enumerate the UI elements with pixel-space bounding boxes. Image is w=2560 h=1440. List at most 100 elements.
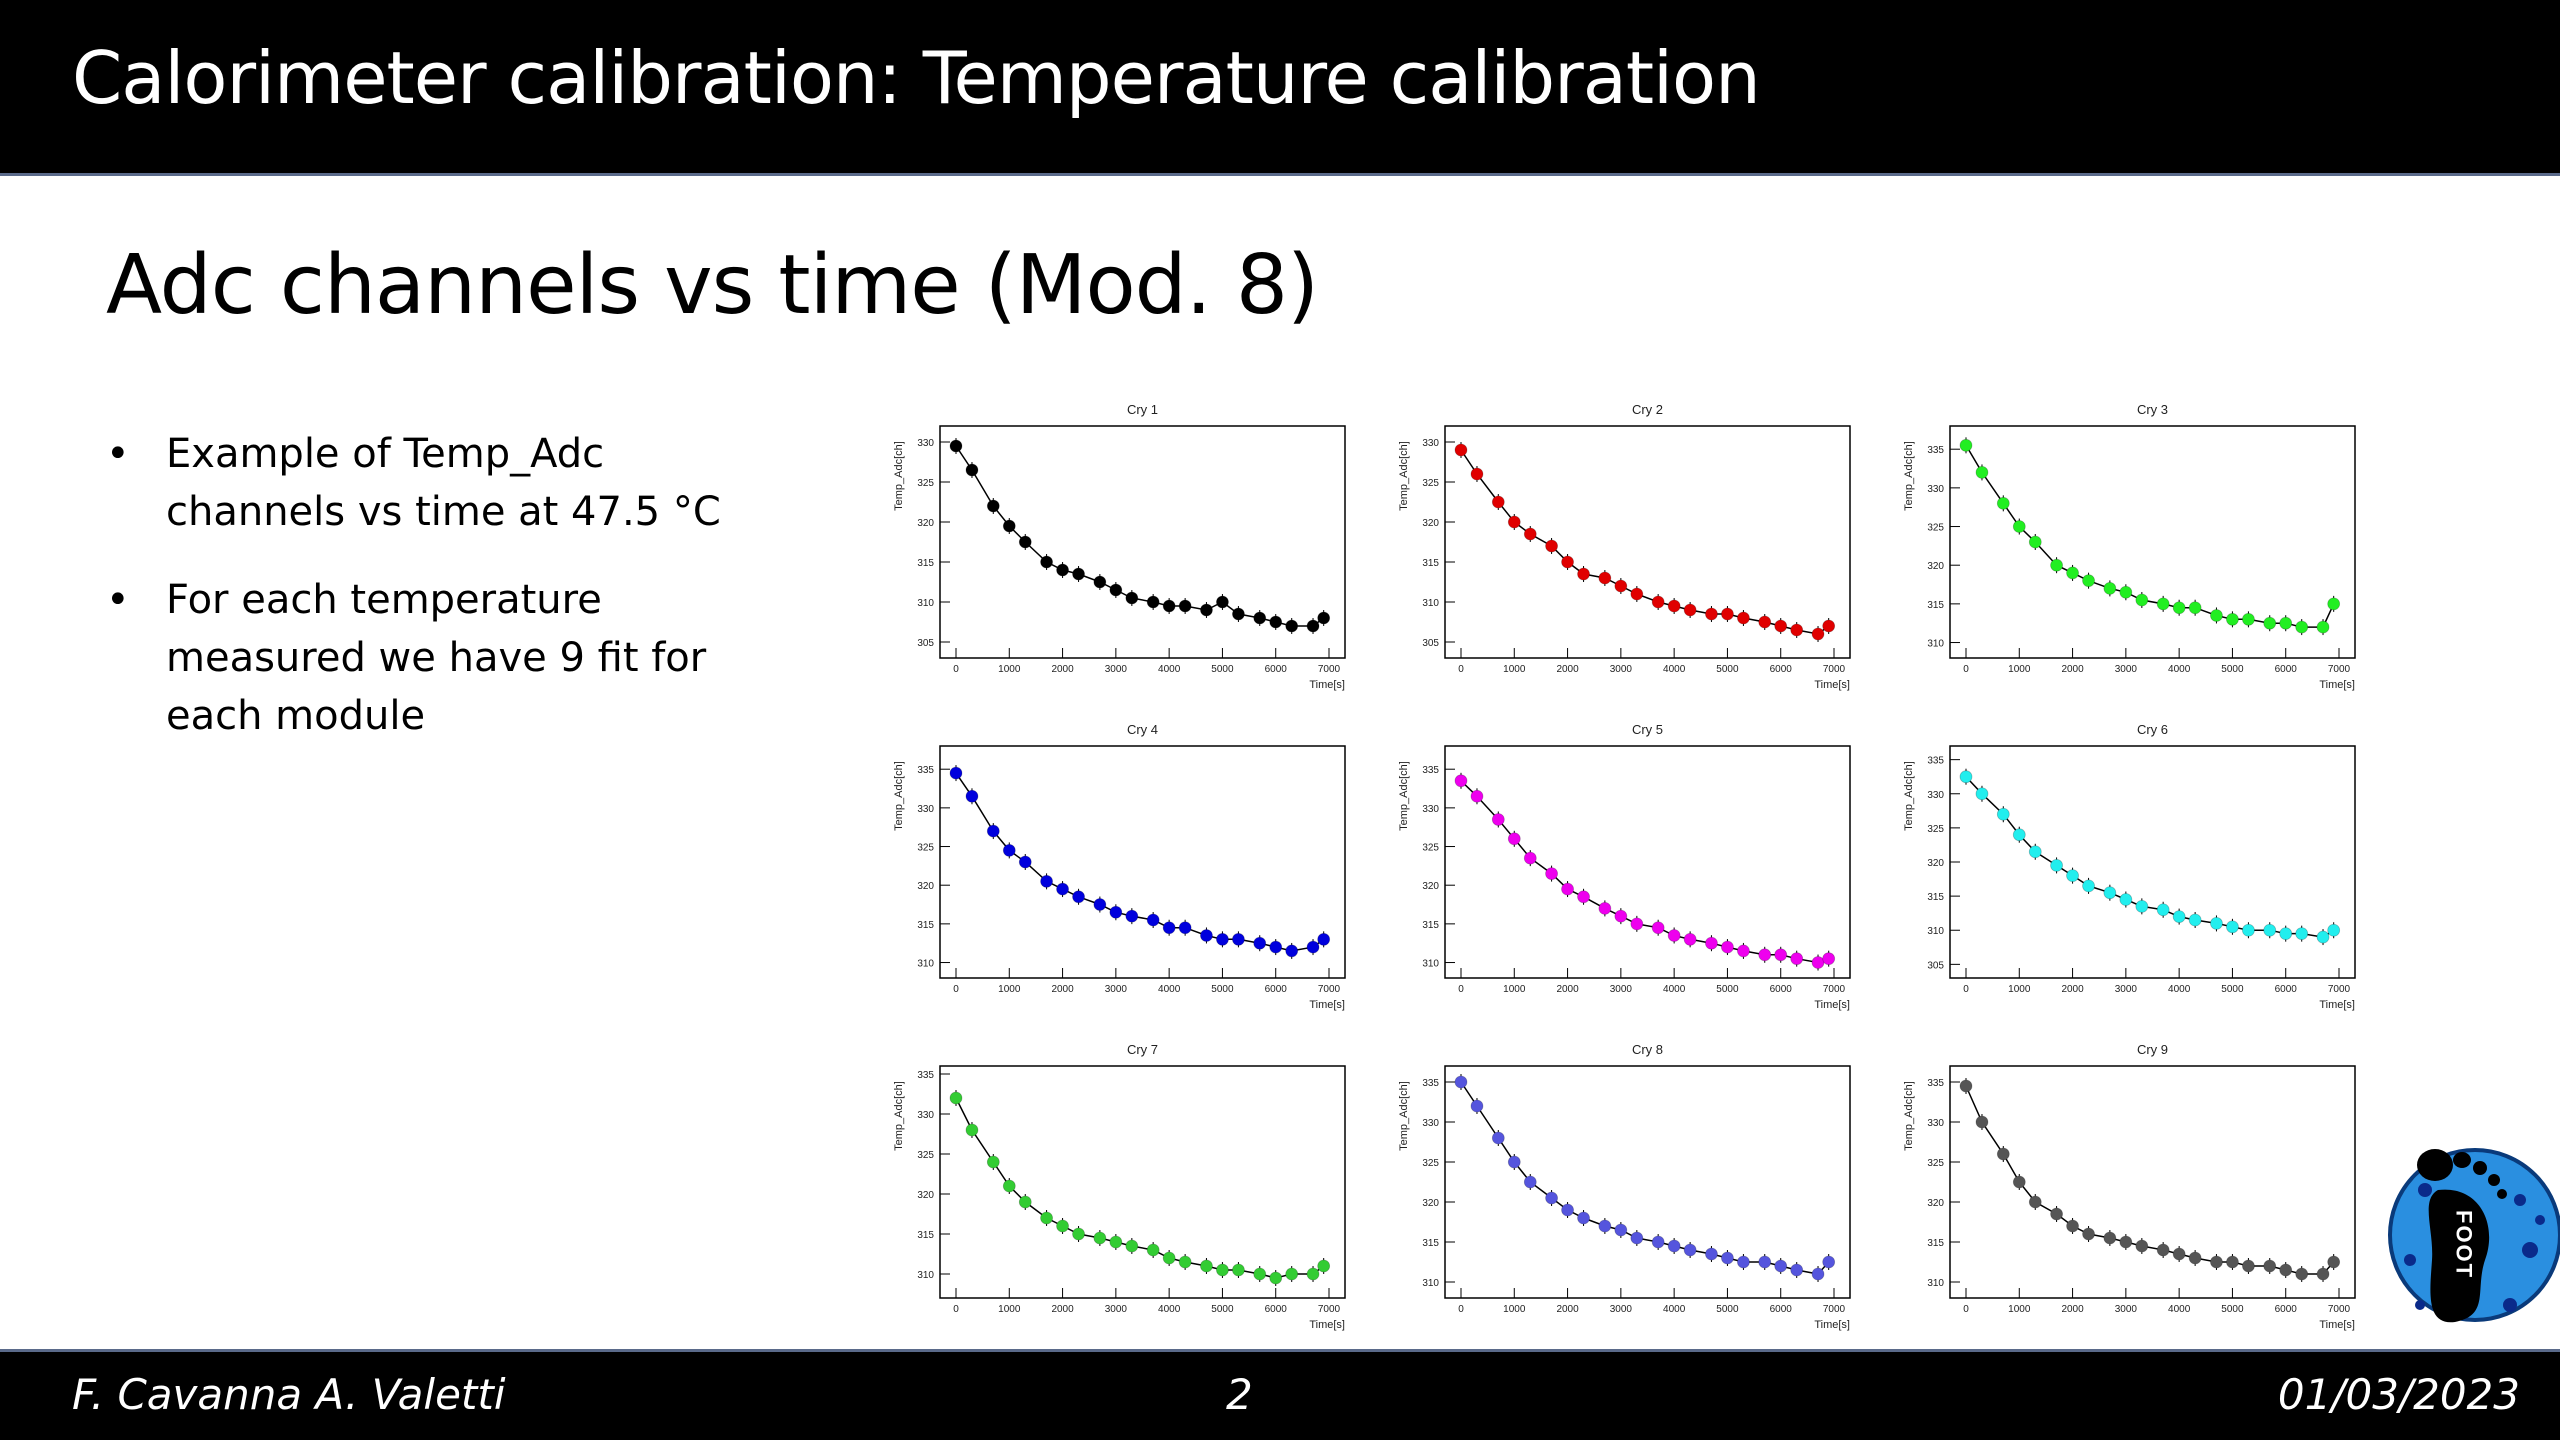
y-tick-label: 310 [1422,959,1439,970]
data-point [1454,774,1468,788]
plot-frame [1444,425,1851,659]
data-point [1561,882,1574,896]
data-point [1758,948,1772,962]
y-tick-label: 320 [917,518,934,529]
data-point [2295,620,2309,634]
data-point [949,766,963,780]
plot-frame [939,425,1346,659]
data-point [2316,620,2330,634]
data-point [2012,520,2026,533]
x-tick-label: 2000 [1556,984,1579,995]
data-point [2103,1231,2117,1245]
data-point [1577,567,1590,581]
y-tick-label: 325 [1927,824,1944,835]
data-point [1721,607,1734,621]
plot-frame [939,745,1346,979]
y-tick-label: 325 [1422,478,1439,489]
x-tick-label: 7000 [1823,984,1846,995]
y-tick-label: 315 [917,1230,934,1241]
data-point [2188,1251,2202,1265]
x-axis-label: Time[s] [2319,679,2355,691]
x-tick-label: 7000 [1823,1304,1846,1315]
data-point [1959,770,1973,784]
chart-title: Cry 5 [1632,722,1663,737]
data-point [2082,879,2095,893]
y-tick-label: 330 [1422,804,1439,815]
y-tick-label: 325 [917,1150,934,1161]
x-axis-label: Time[s] [1814,679,1850,691]
data-point [1072,1227,1085,1241]
data-point [1774,1259,1788,1273]
data-point [2263,1259,2277,1273]
data-point [1072,567,1085,581]
data-point [1598,901,1612,915]
data-point [1040,874,1053,888]
data-point [1178,1255,1192,1269]
data-point [965,789,979,803]
x-tick-label: 2000 [1051,664,1074,675]
data-point [1269,1271,1283,1285]
chart-title: Cry 9 [2137,1042,2168,1057]
chart-panel-5: Cry 5 310 315 320 325 330 335 0 1000 2000 3000 4000… [1398,722,1851,1011]
y-tick-label: 310 [1927,1278,1944,1289]
data-point [2050,558,2063,572]
data-point [1630,917,1644,931]
data-point [1614,909,1628,923]
data-point [1306,619,1320,633]
data-point [1790,623,1804,637]
data-point [1178,921,1192,935]
data-point [2327,923,2341,937]
data-point [1109,583,1123,597]
y-tick-label: 325 [917,478,934,489]
fit-curve [955,1097,1325,1279]
fit-curve [955,772,1325,952]
data-point [1491,495,1505,509]
data-point [1162,921,1176,935]
data-point [1577,890,1590,904]
y-tick-label: 330 [1422,438,1439,449]
y-axis-label: Temp_Adc[ch] [1398,441,1410,511]
x-tick-label: 1000 [1503,984,1526,995]
y-tick-label: 330 [917,1110,934,1121]
data-point [1491,1131,1505,1145]
x-tick-label: 5000 [1211,1304,1234,1315]
data-point [2279,1263,2293,1277]
x-tick-label: 0 [1458,664,1464,675]
x-tick-label: 1000 [998,1304,1021,1315]
x-tick-label: 7000 [1318,664,1341,675]
slide-title: Calorimeter calibration: Temperature cal… [72,36,1761,120]
x-tick-label: 5000 [1211,664,1234,675]
y-tick-label: 310 [1422,1278,1439,1289]
data-point [1056,563,1069,577]
x-tick-label: 3000 [1610,1304,1633,1315]
x-tick-label: 2000 [1556,1304,1579,1315]
y-tick-label: 320 [1422,518,1439,529]
data-point [1614,1223,1628,1237]
data-point [1002,843,1016,857]
y-tick-label: 315 [1422,558,1439,569]
y-tick-label: 325 [1927,523,1944,534]
x-tick-label: 0 [953,664,959,675]
y-tick-label: 335 [1422,765,1439,776]
y-tick-label: 310 [1422,598,1439,609]
data-point [1317,611,1331,625]
data-point [1470,1099,1484,1113]
data-point [1523,851,1537,865]
data-point [1630,587,1644,601]
x-tick-label: 7000 [1318,984,1341,995]
x-tick-label: 0 [1458,984,1464,995]
data-point [1507,1155,1521,1169]
data-point [1683,603,1697,617]
data-point [1523,1175,1537,1189]
y-tick-label: 315 [917,920,934,931]
data-point [1774,948,1788,962]
data-point [2327,1255,2341,1269]
data-point [1454,1075,1468,1089]
x-tick-label: 0 [953,1304,959,1315]
x-tick-label: 6000 [1770,664,1793,675]
y-tick-label: 310 [917,598,934,609]
data-point [1614,579,1628,593]
data-point [2316,1267,2330,1281]
data-point [2082,574,2095,588]
y-tick-label: 335 [917,765,934,776]
